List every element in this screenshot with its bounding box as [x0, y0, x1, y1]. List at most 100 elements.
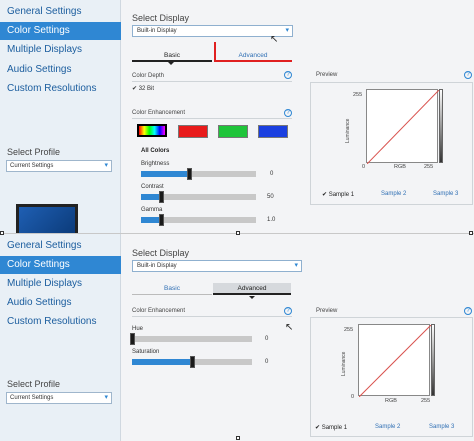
gamma-slider[interactable]: [141, 214, 256, 226]
sidebar: General Settings Color Settings Multiple…: [0, 234, 121, 441]
bit-depth-label: 32 Bit: [138, 86, 155, 92]
curve-svg: [367, 90, 439, 164]
divider: [132, 81, 292, 82]
sample-1-label: Sample 1: [321, 425, 348, 431]
nav-multiple-displays[interactable]: Multiple Displays: [7, 278, 83, 289]
resize-handle: [0, 231, 4, 235]
saturation-slider[interactable]: [132, 356, 252, 368]
response-curve: [367, 90, 439, 164]
tab-pointer-icon: [168, 62, 174, 65]
divider: [132, 316, 292, 317]
tab-pointer-icon: [249, 296, 255, 299]
nav-audio-settings[interactable]: Audio Settings: [7, 297, 72, 308]
gradient-bar: [439, 89, 443, 163]
nav-general-settings[interactable]: General Settings: [7, 240, 82, 251]
tab-advanced[interactable]: Advanced: [213, 283, 291, 295]
checkmark-icon: ✔: [315, 425, 321, 431]
profile-dropdown[interactable]: Current Settings ▾: [6, 160, 112, 172]
chevron-down-icon: ▾: [294, 262, 298, 269]
sample-2[interactable]: Sample 2: [375, 424, 401, 430]
resize-handle: [236, 231, 240, 235]
saturation-fill: [132, 359, 192, 365]
sample-1[interactable]: ✔ Sample 1: [315, 424, 347, 431]
y-axis-label: Luminance: [341, 351, 347, 376]
profile-value: Current Settings: [10, 163, 54, 169]
gamma-thumb[interactable]: [158, 214, 164, 226]
help-icon[interactable]: ?: [284, 109, 292, 117]
help-icon[interactable]: ?: [464, 71, 472, 79]
sample-3[interactable]: Sample 3: [429, 424, 455, 430]
sample-3[interactable]: Sample 3: [433, 191, 459, 197]
tab-basic[interactable]: Basic: [132, 50, 212, 62]
profile-value: Current Settings: [10, 395, 54, 401]
sample-1[interactable]: ✔ Sample 1: [322, 191, 354, 198]
x-max-label: 255: [424, 164, 434, 170]
preview-panel: 255 Luminance 0 RGB 255 ✔ Sample 1 Sampl…: [310, 317, 473, 437]
nav-multiple-displays[interactable]: Multiple Displays: [7, 44, 83, 55]
preview-label: Preview: [316, 72, 338, 78]
brightness-thumb[interactable]: [187, 168, 193, 180]
luminance-graph: [358, 324, 431, 397]
nav-custom-resolutions[interactable]: Custom Resolutions: [7, 316, 97, 327]
contrast-thumb[interactable]: [158, 191, 164, 203]
color-settings-panel-basic: General Settings Color Settings Multiple…: [0, 0, 474, 233]
contrast-slider[interactable]: [141, 191, 256, 203]
display-dropdown[interactable]: Built-in Display ▾: [132, 25, 293, 37]
response-curve: [359, 325, 431, 397]
y-min-label: 0: [351, 394, 355, 400]
color-enhancement-label: Color Enhancement: [132, 308, 186, 314]
nav-custom-resolutions[interactable]: Custom Resolutions: [7, 83, 97, 94]
select-profile-label: Select Profile: [7, 147, 61, 157]
hue-slider[interactable]: [130, 333, 252, 345]
gradient-bar: [431, 324, 435, 396]
preview-panel: 255 Luminance 0 RGB 255 ✔ Sample 1 Sampl…: [310, 82, 473, 205]
nav-color-settings[interactable]: Color Settings: [0, 256, 121, 274]
swatch-red[interactable]: [178, 125, 208, 138]
gamma-fill: [141, 217, 161, 223]
help-icon[interactable]: ?: [284, 71, 292, 79]
brightness-value: 0: [270, 171, 274, 177]
select-profile-label: Select Profile: [7, 379, 61, 389]
gamma-value: 1.0: [267, 217, 276, 223]
monitor-image: [16, 204, 78, 233]
help-icon[interactable]: ?: [464, 307, 472, 315]
contrast-label: Contrast: [141, 184, 164, 190]
swatch-green[interactable]: [218, 125, 248, 138]
swatch-blue[interactable]: [258, 125, 288, 138]
sample-1-label: Sample 1: [328, 192, 355, 198]
hue-value: 0: [265, 336, 269, 342]
saturation-thumb[interactable]: [190, 356, 195, 368]
tab-advanced[interactable]: Advanced: [214, 50, 292, 62]
sample-2[interactable]: Sample 2: [381, 191, 407, 197]
hue-label: Hue: [132, 326, 144, 332]
preview-label: Preview: [316, 308, 338, 314]
checkmark-icon: ✔: [132, 86, 138, 92]
select-display-label: Select Display: [132, 248, 190, 258]
help-icon[interactable]: ?: [284, 307, 292, 315]
y-max-label: 255: [344, 327, 354, 333]
display-value: Built-in Display: [137, 28, 177, 34]
chevron-down-icon: ▾: [104, 162, 108, 169]
x-axis-label: RGB: [394, 164, 406, 170]
display-dropdown[interactable]: Built-in Display ▾: [132, 260, 302, 272]
tab-highlight-marker: [214, 42, 216, 62]
bit-depth-option[interactable]: ✔ 32 Bit: [132, 85, 154, 92]
y-axis-label: Luminance: [345, 118, 351, 143]
nav-general-settings[interactable]: General Settings: [7, 6, 82, 17]
tab-basic[interactable]: Basic: [132, 283, 212, 295]
select-display-label: Select Display: [132, 13, 190, 23]
chevron-down-icon: ▾: [104, 394, 108, 401]
nav-audio-settings[interactable]: Audio Settings: [7, 64, 72, 75]
brightness-label: Brightness: [141, 161, 170, 167]
color-enhancement-label: Color Enhancement: [132, 110, 186, 116]
saturation-value: 0: [265, 359, 269, 365]
contrast-fill: [141, 194, 161, 200]
checkmark-icon: ✔: [322, 192, 328, 198]
swatch-all-colors[interactable]: [137, 124, 167, 137]
profile-dropdown[interactable]: Current Settings ▾: [6, 392, 112, 404]
hue-thumb[interactable]: [130, 333, 135, 345]
resize-handle: [236, 436, 240, 440]
nav-color-settings[interactable]: Color Settings: [0, 22, 121, 40]
brightness-slider[interactable]: [141, 168, 256, 180]
all-colors-label: All Colors: [141, 148, 170, 154]
